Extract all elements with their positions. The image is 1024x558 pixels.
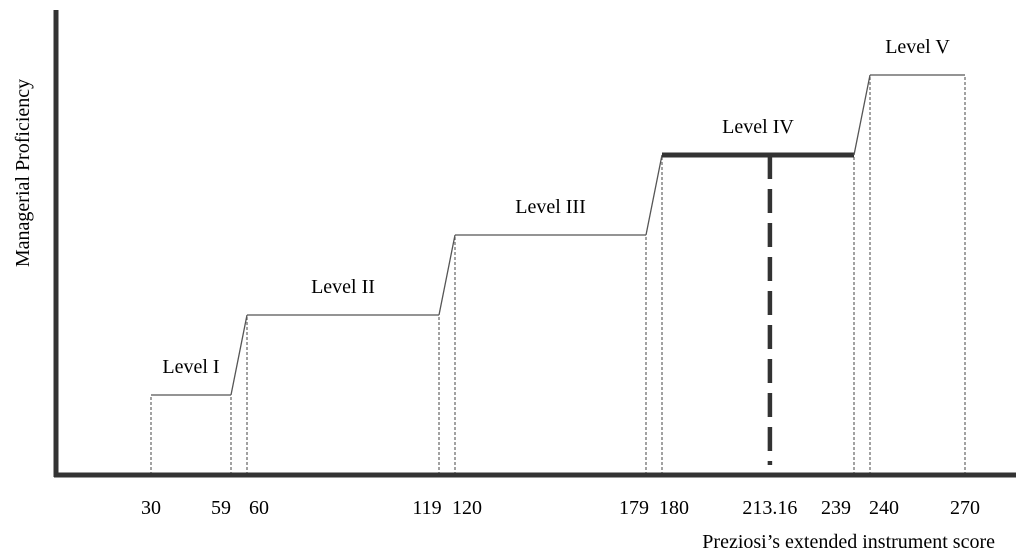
level-labels: Level I Level II Level III Level IV Level V: [162, 36, 950, 378]
tick-label: 30: [141, 497, 161, 519]
axes: [53, 10, 1016, 478]
tick-label: 239: [821, 497, 851, 519]
tick-label: 59: [211, 497, 231, 519]
level-connector: [230, 314, 248, 396]
level-label: Level II: [311, 276, 375, 298]
level-connector: [645, 154, 663, 236]
x-axis-label: Preziosi’s extended instrument score: [702, 531, 995, 553]
level-label: Level IV: [722, 116, 794, 138]
y-axis-label: Managerial Proficiency: [12, 79, 34, 267]
level-connector: [853, 74, 871, 156]
step-lines: [151, 74, 965, 396]
tick-label: 60: [249, 497, 269, 519]
tick-label: 120: [452, 497, 482, 519]
level-label: Level I: [162, 356, 219, 378]
tick-label: 180: [659, 497, 689, 519]
tick-label: 179: [619, 497, 649, 519]
tick-labels: 30 59 60 119 120 179 180 213.16 239 240 270: [141, 497, 980, 519]
tick-label: 240: [869, 497, 899, 519]
level-label: Level V: [885, 36, 950, 58]
tick-label: 213.16: [742, 497, 797, 519]
tick-label: 270: [950, 497, 980, 519]
level-label: Level III: [515, 196, 586, 218]
level-connector: [438, 234, 456, 316]
guide-lines: [150, 75, 966, 475]
tick-label: 119: [412, 497, 441, 519]
